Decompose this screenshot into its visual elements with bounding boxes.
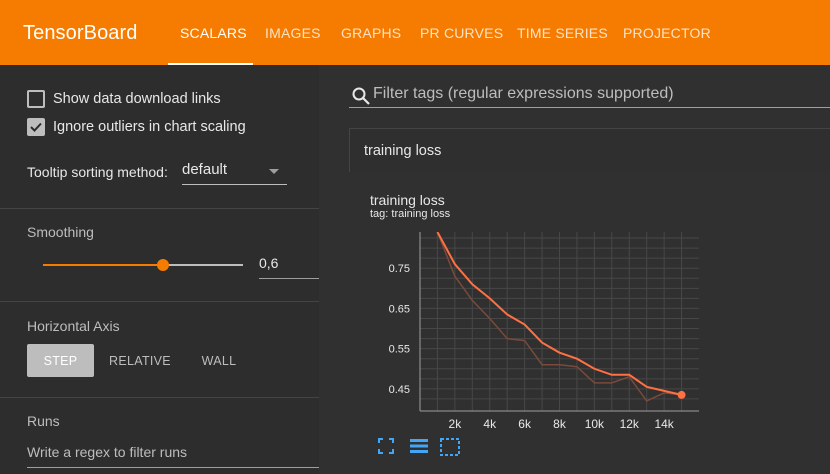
tooltip-sorting-label: Tooltip sorting method: (27, 164, 168, 180)
chart-axes (419, 232, 699, 412)
y-tick-label: 0.75 (389, 263, 410, 275)
app-title: TensorBoard (23, 22, 138, 44)
ignore-outliers-checkbox[interactable] (27, 118, 45, 136)
runs-label: Runs (27, 413, 60, 429)
tag-group-title: training loss (364, 143, 442, 159)
chart-grid (420, 232, 699, 411)
tab-time-series[interactable]: TIME SERIES (517, 25, 608, 41)
x-tick-label: 4k (483, 417, 497, 431)
tooltip-sorting-select[interactable]: default (182, 161, 287, 185)
smoothed-loss-line (436, 232, 682, 396)
chart-ticks: 2k 4k 6k 8k 10k 12k 14k 0.45 0.55 0.65 0.75 (389, 263, 675, 431)
horizontal-axis-label: Horizontal Axis (27, 318, 120, 334)
smoothing-slider-fill (43, 264, 163, 266)
smoothing-input[interactable]: 0,6 (259, 255, 319, 279)
tooltip-sorting-value: default (182, 161, 228, 178)
tab-projector[interactable]: PROJECTOR (623, 25, 711, 41)
ignore-outliers-label: Ignore outliers in chart scaling (53, 119, 246, 135)
sidebar-divider (0, 208, 319, 209)
smoothing-label: Smoothing (27, 224, 94, 240)
tag-group-header[interactable]: training loss (350, 129, 830, 173)
chart-card (349, 172, 830, 474)
x-tick-label: 8k (553, 417, 567, 431)
x-tick-label: 14k (654, 417, 674, 431)
x-tick-label: 2k (449, 417, 463, 431)
chart-title: training loss (370, 192, 445, 208)
sidebar-divider (0, 397, 319, 398)
show-download-links-checkbox[interactable] (27, 90, 45, 108)
smoothing-slider-thumb[interactable] (157, 259, 169, 271)
tab-images[interactable]: IMAGES (265, 25, 321, 41)
x-tick-label: 10k (585, 417, 605, 431)
last-point-marker (677, 390, 686, 399)
y-tick-label: 0.65 (389, 303, 410, 315)
sidebar-divider (0, 301, 319, 302)
dropdown-arrow-icon (269, 169, 279, 174)
runs-filter-input[interactable]: Write a regex to filter runs (27, 444, 319, 468)
tab-pr-curves[interactable]: PR CURVES (420, 25, 504, 41)
tab-scalars[interactable]: SCALARS (180, 25, 247, 41)
toggle-log-scale-icon[interactable] (410, 438, 428, 454)
y-tick-label: 0.55 (389, 344, 410, 356)
tag-filter-input[interactable]: Filter tags (regular expressions support… (349, 80, 830, 108)
y-tick-label: 0.45 (389, 384, 410, 396)
chart-series (436, 232, 686, 402)
search-icon (352, 87, 370, 105)
axis-wall-button[interactable]: WALL (201, 353, 237, 368)
chart-tag: tag: training loss (370, 208, 451, 220)
active-tab-indicator (168, 63, 253, 65)
fit-domain-icon[interactable] (440, 438, 460, 456)
raw-loss-line (436, 232, 682, 402)
top-app-bar (0, 0, 830, 65)
fullscreen-icon[interactable] (378, 438, 394, 454)
axis-relative-button[interactable]: RELATIVE (109, 353, 171, 368)
x-tick-label: 6k (518, 417, 532, 431)
axis-step-button[interactable]: STEP (27, 344, 94, 377)
tab-graphs[interactable]: GRAPHS (341, 25, 402, 41)
checkmark-icon (30, 122, 42, 132)
x-tick-label: 12k (620, 417, 640, 431)
show-download-links-label: Show data download links (53, 91, 221, 107)
training-loss-chart[interactable]: 2k 4k 6k 8k 10k 12k 14k 0.45 0.55 0.65 0.75 (370, 225, 710, 435)
tag-filter-placeholder: Filter tags (regular expressions support… (373, 85, 674, 102)
